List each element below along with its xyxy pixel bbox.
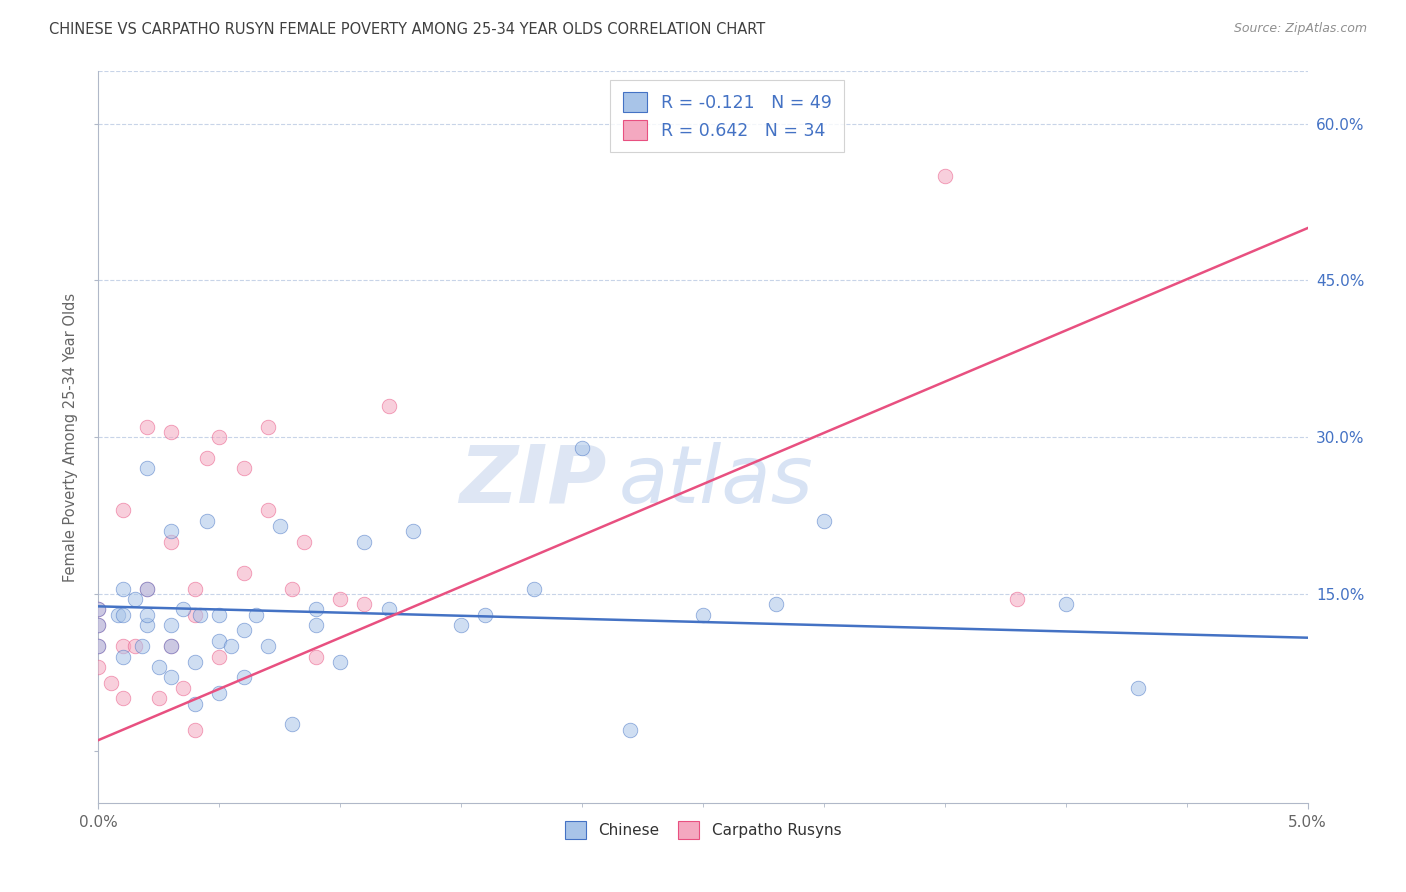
Point bbox=[305, 602, 328, 616]
Point bbox=[195, 450, 218, 465]
Point bbox=[184, 723, 207, 737]
Point bbox=[111, 503, 134, 517]
Point bbox=[1054, 597, 1077, 611]
Point bbox=[305, 649, 328, 664]
Point bbox=[160, 425, 183, 439]
Point bbox=[135, 607, 157, 622]
Point bbox=[377, 399, 399, 413]
Point bbox=[208, 430, 231, 444]
Point bbox=[184, 607, 207, 622]
Point bbox=[305, 618, 328, 632]
Point bbox=[172, 602, 194, 616]
Point bbox=[87, 618, 110, 632]
Point bbox=[87, 639, 110, 653]
Point bbox=[450, 618, 472, 632]
Point bbox=[87, 602, 110, 616]
Point bbox=[111, 639, 134, 653]
Point bbox=[813, 514, 835, 528]
Point bbox=[135, 618, 157, 632]
Y-axis label: Female Poverty Among 25-34 Year Olds: Female Poverty Among 25-34 Year Olds bbox=[63, 293, 79, 582]
Point bbox=[353, 597, 375, 611]
Point bbox=[148, 691, 170, 706]
Point bbox=[765, 597, 787, 611]
Point bbox=[281, 582, 304, 596]
Point bbox=[148, 660, 170, 674]
Point bbox=[523, 582, 546, 596]
Point bbox=[256, 419, 278, 434]
Point bbox=[692, 607, 714, 622]
Point bbox=[160, 670, 183, 684]
Point bbox=[292, 534, 315, 549]
Text: atlas: atlas bbox=[619, 442, 813, 520]
Point bbox=[188, 607, 211, 622]
Point bbox=[934, 169, 956, 183]
Text: CHINESE VS CARPATHO RUSYN FEMALE POVERTY AMONG 25-34 YEAR OLDS CORRELATION CHART: CHINESE VS CARPATHO RUSYN FEMALE POVERTY… bbox=[49, 22, 765, 37]
Point bbox=[160, 639, 183, 653]
Point bbox=[135, 582, 157, 596]
Point bbox=[135, 419, 157, 434]
Point bbox=[245, 607, 267, 622]
Point bbox=[135, 461, 157, 475]
Point bbox=[208, 686, 231, 700]
Point bbox=[107, 607, 129, 622]
Point bbox=[87, 602, 110, 616]
Point bbox=[87, 660, 110, 674]
Point bbox=[124, 639, 146, 653]
Point bbox=[329, 655, 352, 669]
Point bbox=[208, 649, 231, 664]
Point bbox=[402, 524, 425, 538]
Point bbox=[160, 639, 183, 653]
Point bbox=[256, 503, 278, 517]
Point bbox=[281, 717, 304, 731]
Point bbox=[377, 602, 399, 616]
Point bbox=[172, 681, 194, 695]
Point bbox=[111, 691, 134, 706]
Point bbox=[256, 639, 278, 653]
Point bbox=[124, 592, 146, 607]
Point bbox=[208, 633, 231, 648]
Point bbox=[232, 670, 254, 684]
Point bbox=[184, 582, 207, 596]
Point bbox=[571, 441, 593, 455]
Point bbox=[87, 639, 110, 653]
Point bbox=[329, 592, 352, 607]
Point bbox=[111, 582, 134, 596]
Text: ZIP: ZIP bbox=[458, 442, 606, 520]
Point bbox=[232, 461, 254, 475]
Point bbox=[111, 607, 134, 622]
Point bbox=[619, 723, 641, 737]
Point bbox=[474, 607, 496, 622]
Point bbox=[232, 624, 254, 638]
Point bbox=[184, 697, 207, 711]
Point bbox=[353, 534, 375, 549]
Point bbox=[87, 618, 110, 632]
Point bbox=[232, 566, 254, 580]
Legend: Chinese, Carpatho Rusyns: Chinese, Carpatho Rusyns bbox=[557, 814, 849, 847]
Point bbox=[1128, 681, 1150, 695]
Point bbox=[131, 639, 153, 653]
Point bbox=[111, 649, 134, 664]
Point bbox=[195, 514, 218, 528]
Point bbox=[160, 534, 183, 549]
Point bbox=[100, 675, 122, 690]
Point bbox=[269, 519, 291, 533]
Point bbox=[1007, 592, 1029, 607]
Text: Source: ZipAtlas.com: Source: ZipAtlas.com bbox=[1233, 22, 1367, 36]
Point bbox=[208, 607, 231, 622]
Point bbox=[135, 582, 157, 596]
Point bbox=[160, 618, 183, 632]
Point bbox=[184, 655, 207, 669]
Point bbox=[160, 524, 183, 538]
Point bbox=[221, 639, 243, 653]
